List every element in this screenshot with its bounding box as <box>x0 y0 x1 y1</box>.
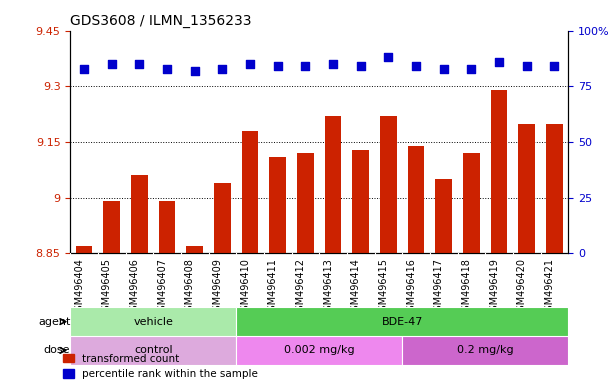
Text: GSM496417: GSM496417 <box>434 258 444 317</box>
Point <box>356 63 365 70</box>
Bar <box>159 202 175 253</box>
Point <box>218 66 227 72</box>
Bar <box>70 336 236 365</box>
Bar <box>236 336 402 365</box>
Text: GSM496416: GSM496416 <box>406 258 416 317</box>
Text: agent: agent <box>38 316 70 327</box>
Bar <box>546 124 563 253</box>
Point <box>134 61 144 67</box>
Bar <box>353 149 369 253</box>
Bar <box>463 153 480 253</box>
Point <box>467 66 477 72</box>
Bar <box>236 307 568 336</box>
Point <box>411 63 421 70</box>
Text: GSM496414: GSM496414 <box>351 258 360 317</box>
Point <box>245 61 255 67</box>
Bar <box>518 124 535 253</box>
Point <box>107 61 117 67</box>
Bar <box>297 153 313 253</box>
Bar <box>76 246 92 253</box>
Text: GSM496409: GSM496409 <box>213 258 222 317</box>
Point <box>301 63 310 70</box>
Point <box>549 63 559 70</box>
Text: 0.002 mg/kg: 0.002 mg/kg <box>284 345 354 356</box>
Point <box>273 63 283 70</box>
Point <box>384 55 393 61</box>
Point <box>494 59 504 65</box>
Bar <box>325 116 342 253</box>
Text: GSM496413: GSM496413 <box>323 258 333 317</box>
Point <box>190 68 200 74</box>
Point <box>328 61 338 67</box>
Text: GSM496406: GSM496406 <box>130 258 139 317</box>
Text: GSM496415: GSM496415 <box>378 258 389 317</box>
Bar <box>436 179 452 253</box>
Text: GDS3608 / ILMN_1356233: GDS3608 / ILMN_1356233 <box>70 14 252 28</box>
Bar <box>186 246 203 253</box>
Bar <box>408 146 425 253</box>
Text: GSM496410: GSM496410 <box>240 258 250 317</box>
Text: dose: dose <box>44 345 70 356</box>
Bar <box>214 183 231 253</box>
Text: GSM496419: GSM496419 <box>489 258 499 317</box>
Point <box>522 63 532 70</box>
Bar <box>269 157 286 253</box>
Point <box>79 66 89 72</box>
Point <box>439 66 448 72</box>
Text: GSM496411: GSM496411 <box>268 258 278 317</box>
Bar <box>380 116 397 253</box>
Text: GSM496404: GSM496404 <box>74 258 84 317</box>
Text: GSM496408: GSM496408 <box>185 258 195 317</box>
Bar <box>103 202 120 253</box>
Bar <box>402 336 568 365</box>
Point <box>162 66 172 72</box>
Text: GSM496412: GSM496412 <box>295 258 306 317</box>
Text: 0.2 mg/kg: 0.2 mg/kg <box>457 345 514 356</box>
Bar <box>491 90 507 253</box>
Bar <box>242 131 258 253</box>
Legend: transformed count, percentile rank within the sample: transformed count, percentile rank withi… <box>64 354 258 379</box>
Text: vehicle: vehicle <box>133 316 173 327</box>
Text: GSM496420: GSM496420 <box>517 258 527 317</box>
Bar <box>70 307 236 336</box>
Text: GSM496418: GSM496418 <box>461 258 472 317</box>
Text: control: control <box>134 345 172 356</box>
Text: GSM496407: GSM496407 <box>157 258 167 317</box>
Text: BDE-47: BDE-47 <box>381 316 423 327</box>
Text: GSM496421: GSM496421 <box>544 258 554 317</box>
Text: GSM496405: GSM496405 <box>102 258 112 317</box>
Bar <box>131 175 148 253</box>
